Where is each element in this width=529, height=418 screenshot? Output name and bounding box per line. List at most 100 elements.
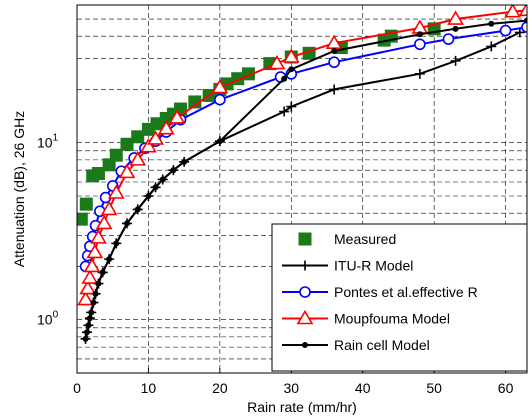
data-point bbox=[79, 197, 93, 211]
data-point bbox=[268, 54, 286, 70]
x-tick-label: 60 bbox=[498, 380, 514, 396]
series-layer bbox=[77, 5, 527, 344]
data-point bbox=[329, 84, 340, 95]
data-point bbox=[524, 17, 527, 24]
data-point bbox=[84, 329, 90, 336]
data-point bbox=[99, 269, 106, 276]
data-point bbox=[504, 5, 522, 18]
data-point bbox=[331, 47, 338, 54]
data-point bbox=[168, 109, 186, 124]
data-point bbox=[488, 20, 495, 27]
data-point bbox=[106, 256, 113, 263]
data-point bbox=[100, 200, 118, 216]
data-point bbox=[328, 56, 340, 69]
data-point bbox=[118, 163, 136, 179]
legend-item: Rain cell Model bbox=[282, 337, 430, 353]
data-point bbox=[77, 290, 94, 306]
series-rain-cell-model bbox=[82, 17, 527, 342]
data-point bbox=[170, 167, 177, 174]
legend-marker bbox=[298, 232, 312, 246]
data-point bbox=[102, 158, 116, 172]
data-point bbox=[90, 299, 97, 306]
data-point bbox=[86, 243, 104, 259]
data-point bbox=[499, 24, 512, 37]
data-point bbox=[286, 101, 297, 112]
data-point bbox=[152, 184, 159, 191]
plot-border bbox=[76, 4, 528, 374]
legend-box bbox=[271, 223, 528, 372]
data-point bbox=[450, 55, 461, 66]
y-axis-label: Attenuation (dB), 26 GHz bbox=[11, 111, 27, 267]
x-tick-labels: 0 10 20 30 40 50 60 bbox=[73, 380, 513, 396]
data-point bbox=[120, 137, 134, 151]
data-point bbox=[211, 78, 229, 94]
data-point bbox=[140, 138, 157, 153]
data-point bbox=[107, 184, 125, 199]
data-point bbox=[82, 335, 89, 342]
data-point bbox=[521, 21, 527, 33]
series-moupfouma-model bbox=[77, 5, 527, 306]
legend-label: Moupfouma Model bbox=[334, 311, 450, 327]
data-point bbox=[91, 167, 105, 181]
data-point bbox=[145, 193, 152, 200]
data-point bbox=[86, 315, 93, 322]
data-point bbox=[113, 240, 120, 247]
data-point bbox=[83, 257, 101, 273]
legend-marker bbox=[302, 342, 308, 348]
data-point bbox=[134, 206, 141, 213]
data-point bbox=[109, 148, 123, 162]
legend-label: Measured bbox=[334, 231, 396, 247]
data-point bbox=[447, 10, 464, 25]
data-point bbox=[157, 120, 175, 135]
data-point bbox=[159, 176, 166, 183]
legend-item: Measured bbox=[298, 231, 396, 247]
data-point bbox=[282, 48, 300, 63]
legend-item: ITU-R Model bbox=[282, 258, 413, 274]
data-point bbox=[414, 38, 426, 51]
x-tick-label: 50 bbox=[426, 380, 442, 396]
data-point bbox=[181, 158, 188, 165]
data-point bbox=[95, 214, 113, 230]
data-point bbox=[85, 322, 92, 329]
data-point bbox=[79, 279, 97, 295]
x-tick-label: 20 bbox=[212, 380, 228, 396]
data-point bbox=[216, 138, 223, 145]
data-point bbox=[414, 68, 425, 79]
x-tick-label: 10 bbox=[141, 380, 157, 396]
data-point bbox=[518, 5, 527, 17]
legend: Measured ITU-R Model Pontes et al.effectiv… bbox=[271, 223, 528, 372]
legend-marker bbox=[299, 286, 311, 298]
data-point bbox=[77, 212, 88, 226]
x-axis-label: Rain rate (mm/hr) bbox=[247, 399, 357, 415]
data-point bbox=[214, 93, 226, 106]
legend-item: Pontes et al.effective R bbox=[282, 284, 478, 300]
x-tick-label: 30 bbox=[283, 380, 299, 396]
data-point bbox=[281, 75, 288, 82]
legend-marker bbox=[300, 260, 310, 271]
data-point bbox=[90, 229, 107, 244]
legend-item: Moupfouma Model bbox=[282, 309, 450, 327]
data-point bbox=[129, 151, 147, 166]
data-point bbox=[279, 106, 290, 117]
data-point bbox=[147, 130, 164, 145]
data-point bbox=[92, 290, 99, 297]
data-point bbox=[288, 66, 295, 73]
data-point bbox=[81, 269, 99, 284]
data-point bbox=[416, 31, 423, 38]
y-tick-labels: 100 101 bbox=[37, 133, 59, 328]
legend-label: ITU-R Model bbox=[334, 258, 413, 274]
legend-label: Rain cell Model bbox=[334, 337, 430, 353]
legend-marker bbox=[296, 309, 314, 325]
data-point bbox=[88, 309, 95, 316]
data-point bbox=[95, 280, 102, 287]
y-tick-label: 100 bbox=[37, 310, 59, 328]
x-tick-label: 0 bbox=[73, 380, 81, 396]
data-point bbox=[131, 130, 145, 144]
x-tick-label: 40 bbox=[355, 380, 371, 396]
legend-label: Pontes et al.effective R bbox=[334, 284, 478, 300]
data-point bbox=[124, 220, 130, 227]
data-point bbox=[486, 41, 497, 52]
data-point bbox=[452, 25, 459, 32]
data-point bbox=[442, 33, 455, 45]
